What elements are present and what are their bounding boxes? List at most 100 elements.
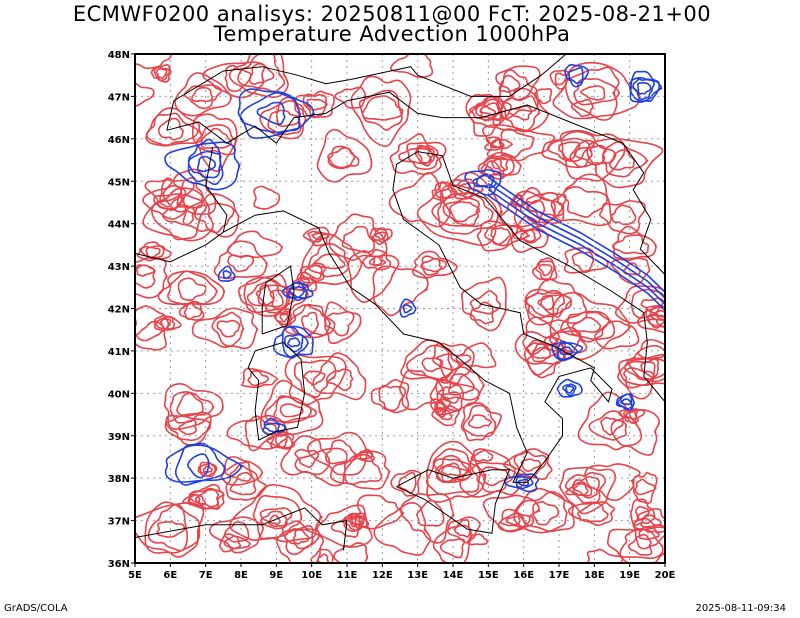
contour-line (312, 352, 367, 401)
contour-line (165, 415, 211, 442)
contour-line (400, 492, 455, 544)
contour-line (429, 379, 480, 416)
contour-line (433, 458, 472, 483)
contour-line (538, 263, 553, 277)
contour-line (323, 311, 355, 337)
coastline-path (247, 341, 306, 441)
contour-line (174, 442, 226, 486)
contour-line (334, 86, 367, 109)
contour-line (343, 453, 383, 485)
contour-line (194, 202, 235, 234)
contour-line (281, 282, 314, 299)
contour-line (469, 290, 502, 315)
longitude-tick-labels: 5E 6E 7E 8E 9E 10E 11E 12E 13E 14E 15E 16E 17E 18E 19E… (128, 570, 675, 581)
contour-line (257, 284, 275, 306)
contour-line (135, 264, 157, 277)
contour-line (247, 370, 270, 387)
contour-line (279, 403, 304, 418)
contour-line (144, 501, 201, 554)
lon-tick-label: 16E (513, 570, 534, 581)
contour-line (354, 494, 405, 530)
contour-line (565, 385, 575, 394)
contour-line (284, 354, 347, 406)
contour-line (368, 255, 387, 267)
contour-line (476, 220, 531, 252)
contour-line (378, 384, 407, 412)
contour-line (487, 188, 665, 305)
lat-tick-label: 36N (108, 559, 130, 570)
contour-line (189, 487, 225, 510)
contour-line (483, 153, 515, 178)
lon-tick-label: 12E (372, 570, 393, 581)
contour-line (629, 70, 661, 103)
contour-line (310, 548, 334, 563)
contour-line (135, 320, 167, 351)
contour-line (584, 463, 641, 502)
contour-line (229, 471, 257, 496)
contour-line (430, 398, 451, 418)
contour-line (153, 193, 184, 211)
contour-line (481, 123, 556, 162)
contour-line (610, 409, 661, 456)
contour-line (241, 367, 279, 389)
contour-line (588, 410, 628, 441)
contour-line (559, 466, 617, 515)
contour-line (191, 307, 259, 350)
contour-line (416, 499, 445, 527)
contour-line (153, 66, 171, 82)
contour-line (562, 383, 577, 397)
contour-line (487, 176, 665, 293)
coastline-path (166, 91, 665, 275)
contour-line (517, 478, 530, 487)
contour-line (453, 519, 471, 538)
contour-line (284, 304, 336, 338)
contour-line (307, 230, 329, 243)
contour-line (441, 462, 462, 477)
contour-line (263, 422, 281, 433)
contour-line (157, 117, 184, 141)
contour-line (484, 136, 514, 151)
contour-line (400, 339, 462, 384)
contour-line (253, 185, 281, 210)
contour-line (632, 507, 665, 533)
contour-line (163, 382, 224, 430)
contour-line (464, 168, 502, 196)
contour-line (442, 197, 480, 227)
lon-tick-label: 14E (443, 570, 464, 581)
contour-line (500, 512, 527, 528)
contour-line (475, 98, 503, 122)
contour-line (564, 66, 620, 121)
contour-line (475, 174, 494, 188)
coastline-path (223, 151, 613, 483)
contour-line (195, 124, 238, 156)
contour-line (610, 204, 637, 226)
contour-line (617, 360, 656, 400)
contour-line (294, 90, 335, 118)
contour-line (632, 472, 658, 505)
contour-line (502, 448, 553, 481)
lat-tick-label: 46N (108, 135, 130, 146)
contour-line (630, 498, 656, 527)
contour-line (554, 72, 568, 86)
contour-line (177, 277, 207, 301)
contour-line (515, 475, 534, 490)
contour-line (558, 141, 581, 161)
contour-line (292, 528, 310, 545)
contour-line (514, 330, 566, 376)
coastline-path (261, 265, 295, 335)
coastline (135, 54, 665, 551)
contour-line (560, 310, 616, 341)
contour-line (496, 69, 539, 120)
contour-line (416, 171, 504, 247)
contour-line (487, 182, 665, 299)
contour-line (637, 338, 665, 360)
warm-advection-contours (135, 54, 665, 563)
contour-line (191, 113, 238, 172)
contour-line (156, 520, 186, 538)
lat-tick-label: 42N (108, 305, 130, 316)
contour-line (279, 313, 289, 323)
contour-line (632, 78, 655, 101)
contour-line (421, 356, 444, 373)
contour-line (398, 147, 432, 165)
